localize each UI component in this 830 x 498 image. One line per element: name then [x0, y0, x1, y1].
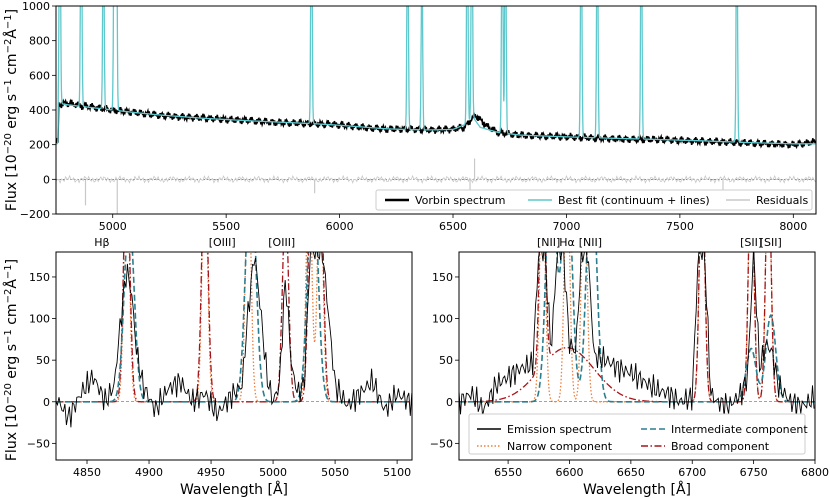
narrow-component-line [56, 252, 412, 403]
y-tick-label: 400 [29, 104, 50, 117]
bottom-legend: Emission spectrum Intermediate component N… [468, 413, 808, 455]
top-y-axis-label: Flux [10−20 erg s−1 cm−2Å−1] [3, 9, 21, 211]
y-tick-label: 100 [432, 313, 453, 326]
x-tick-label: 6500 [439, 220, 467, 233]
y-tick-label: 0 [43, 173, 50, 186]
best-fit-line [56, 6, 816, 145]
top-spectrum-panel: 5000 5500 6000 6500 7000 7500 8000 −200 0 200 400 6… [20, 0, 817, 233]
emission-line-label: [OIII] [209, 236, 236, 249]
y-tick-label: −50 [27, 437, 50, 450]
emission-line-label: [SII] [740, 236, 762, 249]
emission-line-label: [NII] [579, 236, 602, 249]
x-tick-label: 5050 [321, 466, 349, 479]
panel-frame [55, 251, 413, 461]
x-tick-label: 7500 [666, 220, 694, 233]
emission-spectrum-line [459, 252, 815, 418]
y-tick-label: 600 [29, 69, 50, 82]
hbeta-oiii-panel: 4850 4900 4950 5000 5050 5100 −50 0 50 100 150 Hβ [O… [27, 236, 413, 498]
y-tick-label: 100 [29, 313, 50, 326]
x-tick-label: 4950 [197, 466, 225, 479]
legend-label: Vorbin spectrum [415, 194, 505, 207]
top-legend: Vorbin spectrum Best fit (continuum + lin… [375, 189, 813, 211]
plot-area [459, 252, 815, 418]
x-tick-label: 6750 [740, 466, 768, 479]
legend-label: Residuals [756, 194, 808, 207]
halpha-nii-sii-panel: 6550 6600 6650 6700 6750 6800 −50 0 50 100 150 [NII… [430, 236, 829, 498]
x-tick-label: 7000 [552, 220, 580, 233]
emission-line-label: [OIII] [268, 236, 295, 249]
legend-label: Intermediate component [671, 423, 808, 436]
legend-label: Narrow component [507, 440, 613, 453]
emission-spectrum-line [56, 252, 412, 428]
x-tick-label: 6550 [494, 466, 522, 479]
narrow-component-line [459, 252, 815, 403]
intermediate-component-line [56, 252, 412, 403]
x-tick-label: 5500 [212, 220, 240, 233]
x-tick-label: 6650 [617, 466, 645, 479]
x-tick-label: 8000 [779, 220, 807, 233]
x-tick-label: 5000 [99, 220, 127, 233]
broad-component-line [56, 252, 412, 403]
y-tick-label: 150 [29, 271, 50, 284]
y-tick-label: −50 [430, 437, 453, 450]
x-tick-label: 4900 [135, 466, 163, 479]
intermediate-component-line [459, 252, 815, 403]
legend-label: Emission spectrum [507, 423, 612, 436]
x-tick-label: 5000 [259, 466, 287, 479]
plot-area [56, 6, 816, 214]
emission-line-label: Hβ [94, 236, 109, 249]
y-tick-label: 1000 [22, 0, 50, 13]
y-tick-label: −200 [20, 208, 50, 221]
x-tick-label: 5100 [383, 466, 411, 479]
y-tick-label: 0 [43, 396, 50, 409]
panel-frame [458, 251, 816, 461]
y-tick-label: 200 [29, 139, 50, 152]
top-panel-frame [55, 5, 817, 215]
y-tick-label: 0 [446, 396, 453, 409]
plot-area [56, 252, 412, 428]
x-tick-label: 4850 [73, 466, 101, 479]
emission-line-label: [SII] [760, 236, 782, 249]
legend-label: Best fit (continuum + lines) [558, 194, 710, 207]
y-tick-label: 50 [36, 354, 50, 367]
x-tick-label: 6000 [326, 220, 354, 233]
emission-line-label: Hα [559, 236, 575, 249]
legend-label: Broad component [671, 440, 770, 453]
x-axis-label: Wavelength [Å] [180, 481, 288, 498]
y-tick-label: 800 [29, 35, 50, 48]
x-tick-label: 6600 [555, 466, 583, 479]
x-axis-label: Wavelength [Å] [583, 481, 691, 498]
x-tick-label: 6700 [678, 466, 706, 479]
y-tick-label: 50 [439, 354, 453, 367]
y-tick-label: 150 [432, 271, 453, 284]
emission-line-label: [NII] [537, 236, 560, 249]
x-tick-label: 6800 [801, 466, 829, 479]
residuals-line [56, 174, 816, 184]
bottom-y-axis-label: Flux [10−20 erg s−1 cm−2Å−1] [3, 259, 21, 461]
